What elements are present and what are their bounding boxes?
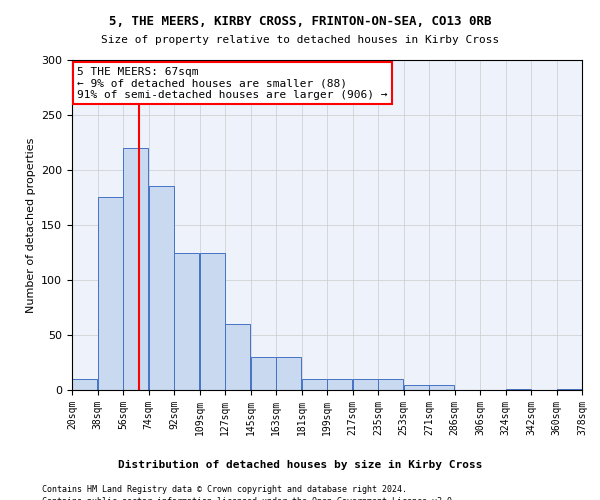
Bar [251,357,275,390]
Bar [200,252,224,390]
Bar [175,252,199,390]
Bar [277,357,301,390]
Bar [149,186,173,390]
Text: Distribution of detached houses by size in Kirby Cross: Distribution of detached houses by size … [118,460,482,470]
Text: 5, THE MEERS, KIRBY CROSS, FRINTON-ON-SEA, CO13 0RB: 5, THE MEERS, KIRBY CROSS, FRINTON-ON-SE… [109,15,491,28]
Bar [226,324,250,390]
Bar [430,384,454,390]
Bar [379,379,403,390]
Text: Size of property relative to detached houses in Kirby Cross: Size of property relative to detached ho… [101,35,499,45]
Bar [353,379,377,390]
Bar [124,148,148,390]
Bar [557,389,581,390]
Bar [404,384,428,390]
Text: Contains public sector information licensed under the Open Government Licence v3: Contains public sector information licen… [42,498,457,500]
Bar [73,379,97,390]
Bar [302,379,326,390]
Text: Contains HM Land Registry data © Crown copyright and database right 2024.: Contains HM Land Registry data © Crown c… [42,485,407,494]
Bar [506,389,530,390]
Bar [98,198,122,390]
Text: 5 THE MEERS: 67sqm
← 9% of detached houses are smaller (88)
91% of semi-detached: 5 THE MEERS: 67sqm ← 9% of detached hous… [77,66,388,100]
Y-axis label: Number of detached properties: Number of detached properties [26,138,35,312]
Bar [328,379,352,390]
